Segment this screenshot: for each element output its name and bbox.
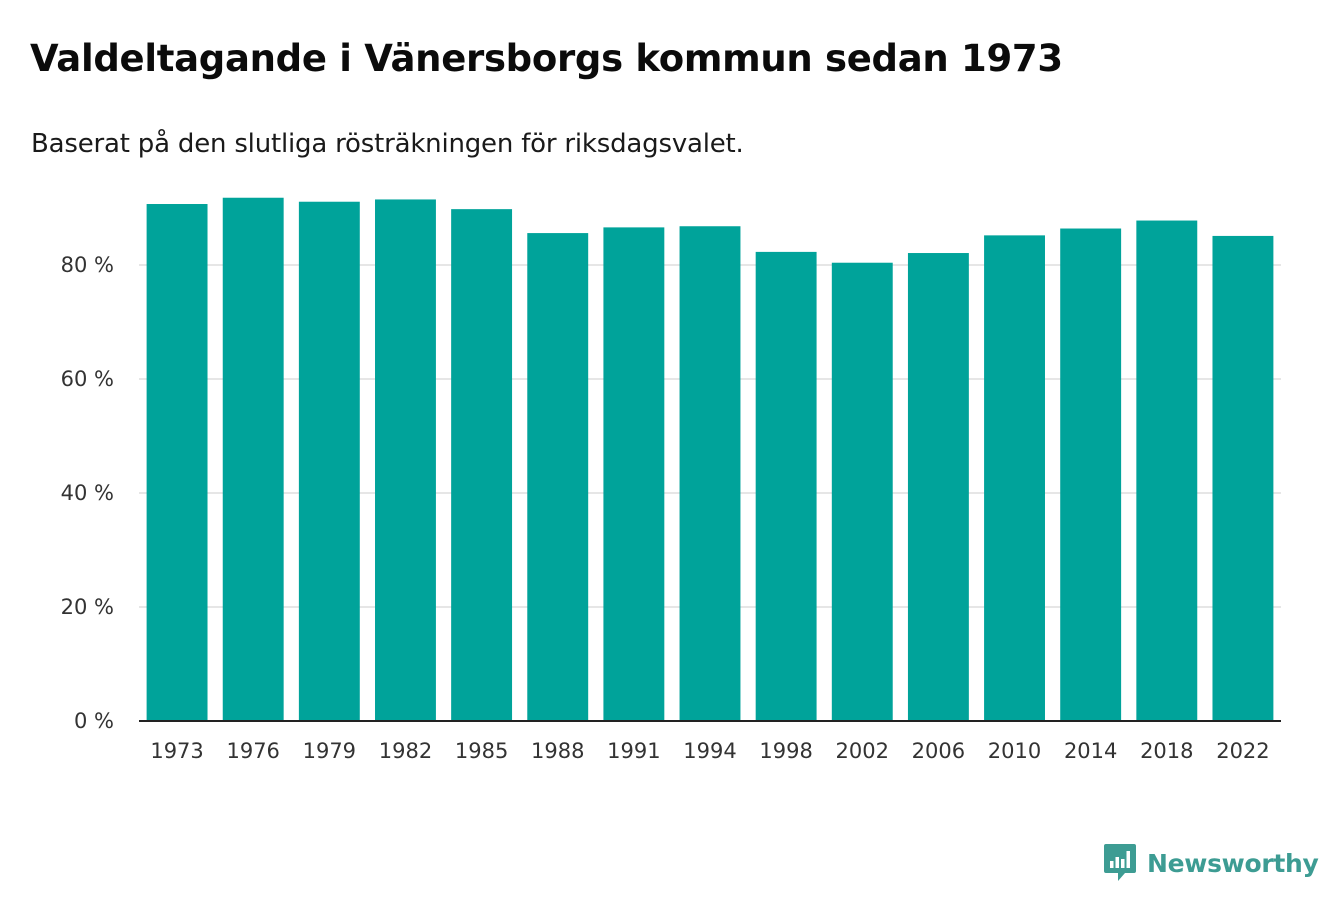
x-tick-label: 1973 bbox=[150, 739, 203, 763]
y-tick-label: 60 % bbox=[61, 367, 114, 391]
chart-title: Valdeltagande i Vänersborgs kommun sedan… bbox=[30, 37, 1063, 80]
x-tick-label: 1991 bbox=[607, 739, 660, 763]
bar-2006 bbox=[907, 253, 969, 721]
bar-1985 bbox=[451, 209, 513, 721]
bars bbox=[146, 197, 1274, 722]
bar-2014 bbox=[1060, 228, 1122, 721]
y-tick-label: 80 % bbox=[61, 253, 114, 277]
x-tick-label: 1982 bbox=[379, 739, 432, 763]
x-tick-label: 2006 bbox=[912, 739, 965, 763]
y-tick-label: 20 % bbox=[61, 595, 114, 619]
x-tick-label: 1979 bbox=[303, 739, 356, 763]
bar-2002 bbox=[831, 262, 893, 721]
bar-1973 bbox=[146, 204, 208, 721]
bar-1976 bbox=[222, 197, 284, 722]
chart-subtitle: Baserat på den slutliga rösträkningen fö… bbox=[31, 129, 744, 159]
bar-2010 bbox=[984, 235, 1045, 722]
bar-2022 bbox=[1212, 235, 1274, 721]
x-tick-label: 1994 bbox=[683, 739, 736, 763]
y-tick-label: 40 % bbox=[61, 481, 114, 505]
x-tick-label: 2002 bbox=[836, 739, 889, 763]
newsworthy-logo-icon bbox=[1104, 844, 1136, 881]
y-tick-labels: 0 % 20 % 40 % 60 % 80 % bbox=[61, 253, 114, 733]
bar-2018 bbox=[1136, 220, 1198, 722]
x-tick-label: 2014 bbox=[1064, 739, 1117, 763]
x-tick-label: 1998 bbox=[759, 739, 812, 763]
x-tick-label: 1976 bbox=[226, 739, 279, 763]
bar-1979 bbox=[298, 201, 360, 722]
x-tick-labels: 1973 1976 1979 1982 1985 1988 1991 1994 1998 2002… bbox=[150, 739, 1269, 763]
bar-1998 bbox=[755, 251, 817, 721]
x-tick-label: 1985 bbox=[455, 739, 508, 763]
bar-1994 bbox=[679, 226, 741, 722]
x-tick-label: 2010 bbox=[988, 739, 1041, 763]
bar-1988 bbox=[527, 233, 589, 721]
x-tick-label: 1988 bbox=[531, 739, 584, 763]
x-tick-label: 2022 bbox=[1216, 739, 1269, 763]
bar-1982 bbox=[375, 199, 436, 721]
newsworthy-logo-text: Newsworthy bbox=[1147, 848, 1319, 878]
newsworthy-logo: Newsworthy bbox=[1103, 843, 1319, 883]
y-tick-label: 0 % bbox=[74, 709, 114, 733]
x-tick-label: 2018 bbox=[1140, 739, 1193, 763]
bar-1991 bbox=[603, 227, 665, 721]
